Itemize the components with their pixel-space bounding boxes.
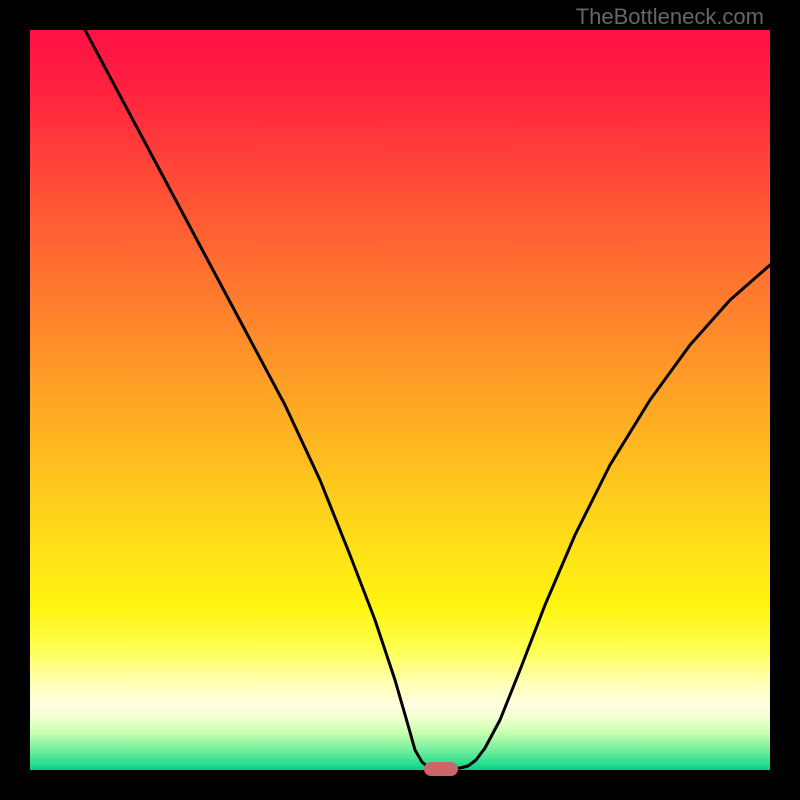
plot-area xyxy=(30,30,770,770)
bottleneck-curve xyxy=(30,30,770,770)
chart-frame: TheBottleneck.com xyxy=(0,0,800,800)
watermark-text: TheBottleneck.com xyxy=(576,4,764,30)
optimum-marker xyxy=(424,762,458,776)
